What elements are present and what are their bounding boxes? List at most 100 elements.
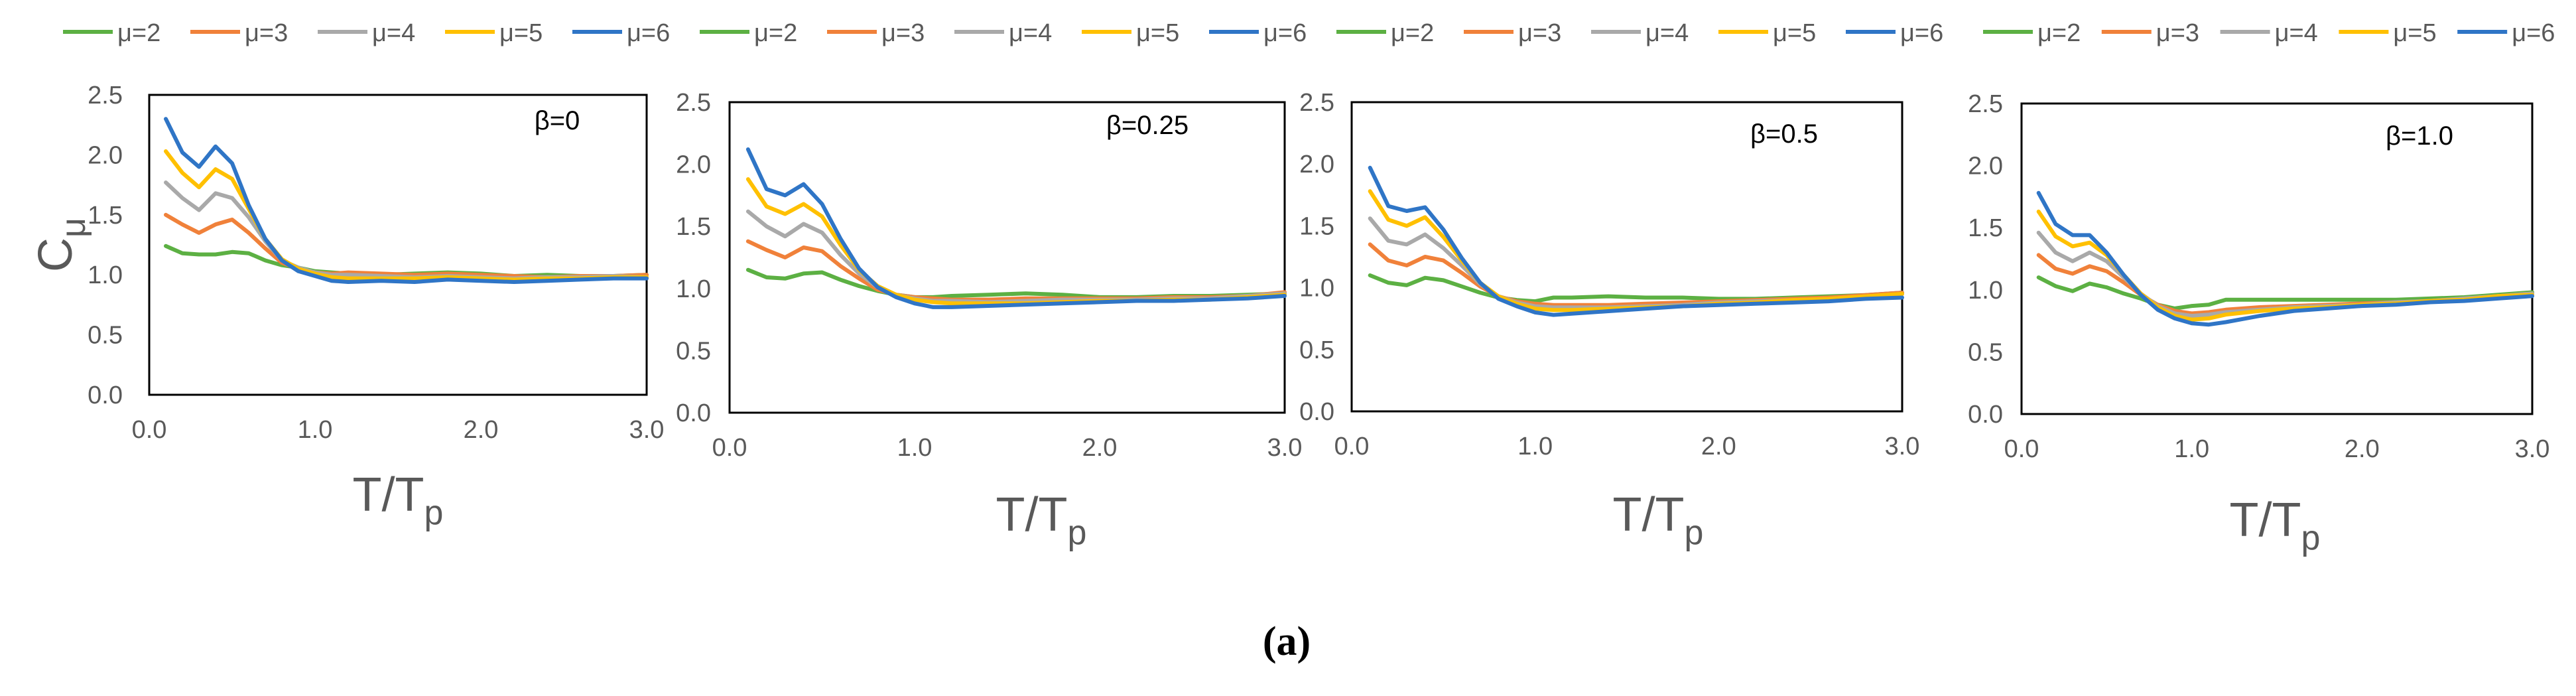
x-tick-label: 3.0	[2515, 435, 2550, 463]
chart-panel-3: μ=2 μ=3 μ=4 μ=5 μ=6 0.0 0.5 1.0 1.5 2.0 2.5 0.0 1.0 2…	[1299, 19, 1943, 552]
y-tick-label: 0.5	[676, 337, 711, 365]
chart-panel-4: μ=2 μ=3 μ=4 μ=5 μ=6 0.0 0.5 1.0 1.5 2.0 2.5 0.0 1.0 2…	[1968, 19, 2555, 557]
x-tick-label: 1.0	[897, 434, 933, 462]
legend-label: μ=3	[1518, 19, 1561, 47]
beta-annotation: β=0.25	[1106, 111, 1189, 140]
x-axis-label: T/Tp	[996, 488, 1087, 552]
x-tick-label: 3.0	[1267, 434, 1303, 462]
x-tick-label: 2.0	[1701, 433, 1736, 460]
x-tick-label: 1.0	[2174, 435, 2209, 463]
x-tick-label: 1.0	[1517, 433, 1553, 460]
series-line-μ=2	[745, 267, 1287, 299]
legend-label: μ=3	[245, 19, 288, 47]
series-line-μ=5	[1368, 189, 1904, 313]
x-tick-label: 0.0	[132, 416, 167, 444]
legend-label: μ=4	[1645, 19, 1689, 47]
y-axis-label-subscript: μ	[54, 218, 93, 238]
y-tick-label: 1.5	[88, 202, 123, 230]
legend-label: μ=6	[2512, 19, 2555, 47]
series-line-μ=2	[2036, 275, 2534, 311]
x-tick-label: 1.0	[298, 416, 333, 444]
figure-caption: (a)	[1247, 618, 1326, 665]
x-axis-label-subscript: p	[1685, 514, 1704, 552]
series-line-μ=5	[164, 149, 649, 282]
series-line-μ=2	[164, 244, 649, 278]
series-line-μ=3	[745, 239, 1287, 302]
legend: μ=2 μ=3 μ=4 μ=5 μ=6	[1336, 19, 1943, 47]
legend-label: μ=5	[2393, 19, 2436, 47]
y-tick-label: 2.0	[676, 151, 711, 179]
y-tick-label: 0.0	[88, 382, 123, 409]
x-axis-label: T/Tp	[1613, 488, 1704, 552]
legend-label: μ=5	[1136, 19, 1179, 47]
y-tick-label: 0.5	[1968, 338, 2003, 366]
beta-annotation: β=0.5	[1750, 119, 1818, 149]
figure-label: (a)	[1262, 619, 1311, 664]
x-tick-label: 0.0	[712, 434, 747, 462]
plot-frame	[148, 94, 648, 396]
beta-annotation: β=1.0	[2386, 121, 2453, 151]
legend-label: μ=2	[2037, 19, 2081, 47]
legend-label: μ=3	[2156, 19, 2199, 47]
series-line-μ=6	[1368, 165, 1904, 317]
x-tick-label: 2.0	[464, 416, 499, 444]
legend: μ=2 μ=3 μ=4 μ=5 μ=6	[1983, 19, 2555, 47]
series-line-μ=6	[2036, 190, 2534, 327]
y-axis-label: Cμ	[29, 218, 93, 272]
legend-label: μ=3	[881, 19, 925, 47]
y-tick-label: 1.0	[88, 261, 123, 289]
y-tick-label: 1.5	[1299, 212, 1334, 240]
y-tick-label: 1.0	[676, 275, 711, 303]
y-tick-label: 0.0	[1968, 401, 2003, 429]
legend-label: μ=6	[627, 19, 670, 47]
y-tick-label: 2.5	[676, 89, 711, 117]
series-line-μ=3	[164, 212, 649, 279]
legend-label: μ=4	[1009, 19, 1052, 47]
y-tick-label: 1.5	[1968, 214, 2003, 242]
plot-frame	[728, 101, 1286, 414]
legend-label: μ=6	[1900, 19, 1943, 47]
x-axis-label-subscript: p	[2301, 519, 2321, 557]
legend: μ=2 μ=3 μ=4 μ=5 μ=6	[700, 19, 1307, 47]
legend-label: μ=5	[1773, 19, 1816, 47]
y-tick-label: 2.5	[1299, 89, 1334, 117]
y-tick-label: 2.0	[88, 141, 123, 169]
y-tick-label: 0.5	[1299, 336, 1334, 364]
y-tick-label: 2.5	[1968, 90, 2003, 118]
plot-frame	[2020, 102, 2534, 415]
legend-label: μ=2	[754, 19, 797, 47]
y-tick-label: 0.0	[1299, 398, 1334, 426]
chart-panel-1: μ=2 μ=3 μ=4 μ=5 μ=6 0.0 0.5 1.0 1.5 2.0 2.5 0.0 1.0 2…	[29, 19, 670, 532]
y-tick-label: 0.5	[88, 322, 123, 350]
y-tick-label: 1.0	[1968, 277, 2003, 305]
series-line-μ=4	[164, 180, 649, 281]
legend-label: μ=4	[372, 19, 415, 47]
y-tick-label: 2.0	[1299, 151, 1334, 178]
y-tick-label: 1.5	[676, 213, 711, 241]
x-axis-label-subscript: p	[1068, 514, 1087, 552]
y-tick-label: 2.0	[1968, 153, 2003, 180]
legend-label: μ=6	[1263, 19, 1307, 47]
legend-label: μ=4	[2275, 19, 2318, 47]
beta-annotation: β=0	[535, 106, 580, 135]
chart-panel-2: μ=2 μ=3 μ=4 μ=5 μ=6 0.0 0.5 1.0 1.5 2.0 2.5 0.0 1.0 2…	[676, 19, 1307, 552]
x-tick-label: 0.0	[2004, 435, 2039, 463]
x-tick-label: 2.0	[2345, 435, 2380, 463]
x-axis-label: T/Tp	[2230, 494, 2321, 557]
x-tick-label: 2.0	[1082, 434, 1118, 462]
x-tick-label: 3.0	[1885, 433, 1920, 460]
legend-label: μ=2	[1391, 19, 1434, 47]
legend: μ=2 μ=3 μ=4 μ=5 μ=6	[63, 19, 670, 47]
legend-label: μ=2	[117, 19, 161, 47]
plot-frame	[1350, 101, 1903, 413]
x-axis-label: T/Tp	[353, 468, 444, 532]
series-line-μ=6	[745, 147, 1287, 309]
x-tick-label: 0.0	[1334, 433, 1370, 460]
x-tick-label: 3.0	[629, 416, 665, 444]
y-tick-label: 2.5	[88, 82, 123, 109]
y-tick-label: 1.0	[1299, 275, 1334, 303]
legend-label: μ=5	[499, 19, 543, 47]
y-tick-label: 0.0	[676, 399, 711, 427]
series-line-μ=6	[164, 117, 649, 284]
